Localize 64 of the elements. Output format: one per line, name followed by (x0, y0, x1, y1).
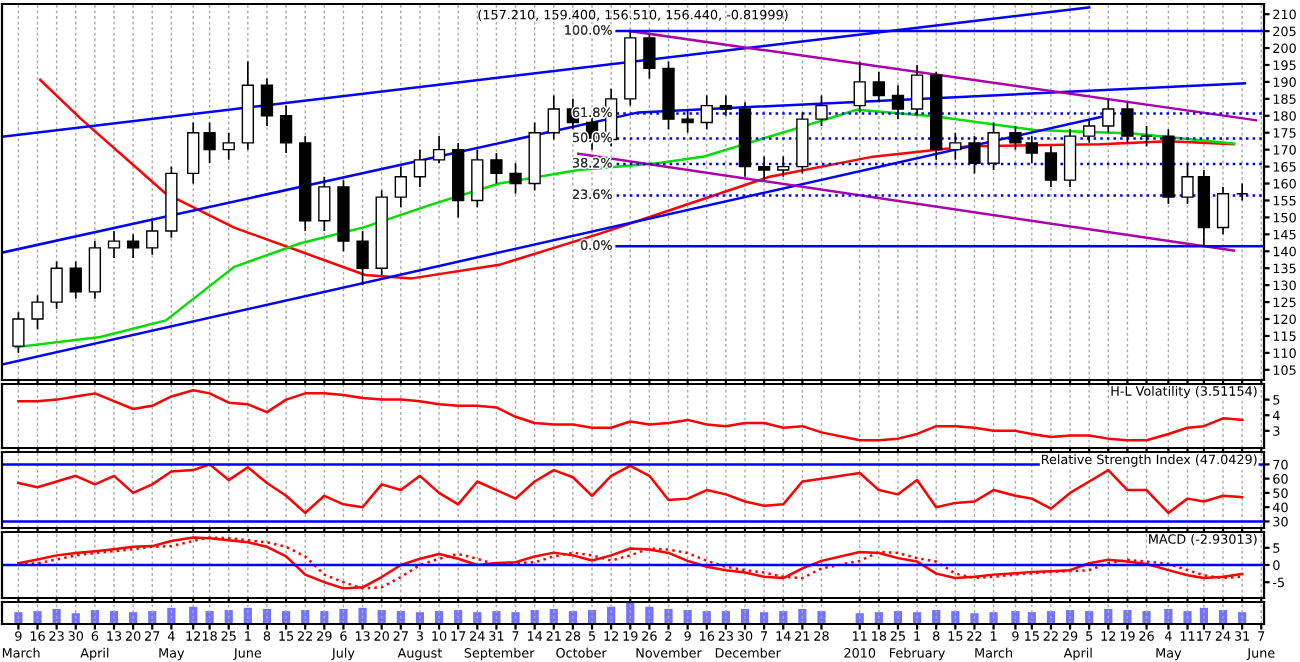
candlestick (50, 260, 63, 310)
candlestick (260, 77, 274, 127)
candlestick (681, 108, 694, 134)
candlestick (910, 64, 924, 117)
bar (511, 612, 520, 624)
candlestick (700, 94, 713, 131)
line-series (38, 78, 1236, 280)
candlestick (187, 121, 200, 185)
candlestick (203, 121, 216, 165)
candlestick (949, 131, 962, 161)
candlestick (356, 230, 369, 286)
candlestick (1235, 182, 1249, 202)
candlestick (107, 230, 121, 259)
candlestick (88, 240, 102, 300)
bar (339, 608, 348, 624)
line-series (17, 463, 1244, 515)
bar (1183, 611, 1192, 624)
candlestick (719, 94, 733, 117)
candlestick (318, 175, 331, 232)
candlestick (1216, 186, 1230, 236)
bar (664, 608, 673, 624)
candlestick (1025, 135, 1038, 165)
candlestick (1140, 125, 1153, 148)
candlestick (1044, 145, 1058, 188)
candlestick (796, 111, 809, 175)
bar (1142, 611, 1151, 624)
bar (358, 607, 367, 624)
candlestick (968, 135, 981, 175)
candlestick (146, 219, 159, 256)
candlestick (547, 94, 560, 141)
candlestick (1009, 125, 1022, 151)
candlestick (1181, 162, 1194, 205)
candlestick (31, 294, 44, 331)
candlestick (1121, 101, 1134, 144)
candlestick (1063, 128, 1077, 188)
candlestick (872, 70, 886, 104)
candlestick (815, 94, 828, 127)
candlestick (891, 84, 905, 121)
candlestick (471, 148, 484, 209)
candlestick (279, 104, 293, 154)
candlestick (509, 162, 522, 195)
candlestick (126, 233, 140, 259)
line-series (14, 108, 1236, 349)
candlestick (853, 60, 866, 114)
candlestick (643, 33, 656, 80)
candlestick (413, 148, 427, 188)
bar (33, 611, 42, 624)
candlestick (1102, 98, 1115, 134)
bar (817, 611, 826, 624)
bar (970, 613, 979, 624)
candlestick (394, 165, 407, 209)
candlestick (12, 311, 25, 354)
bar (1123, 609, 1132, 624)
bar (1011, 611, 1020, 624)
candlestick (432, 135, 446, 165)
candlestick (490, 152, 503, 185)
candlestick (69, 260, 82, 300)
candlestick (987, 121, 1000, 171)
candlestick (1083, 118, 1096, 144)
candlestick (777, 155, 790, 178)
bar (989, 612, 998, 624)
candlestick (757, 155, 771, 181)
candlestick (222, 131, 235, 161)
bar (492, 611, 501, 624)
